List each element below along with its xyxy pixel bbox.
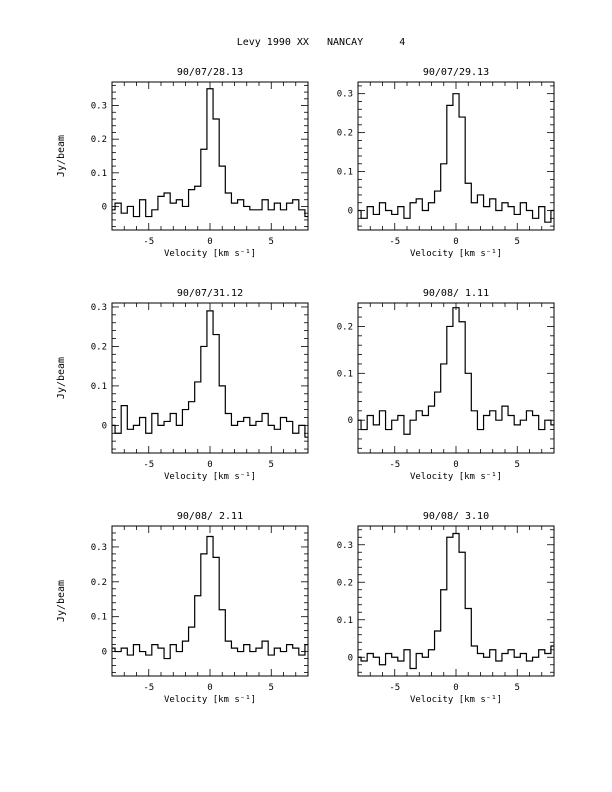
x-tick-label: 5 bbox=[269, 237, 274, 247]
x-axis-label: Velocity [km s⁻¹] bbox=[164, 472, 256, 482]
y-tick-label: 0.3 bbox=[91, 102, 107, 112]
y-tick-label: 0.2 bbox=[337, 322, 353, 332]
spectrum-line bbox=[112, 535, 308, 660]
x-axis-label: Velocity [km s⁻¹] bbox=[410, 249, 502, 259]
y-tick-label: 0.2 bbox=[337, 578, 353, 588]
panel-title: 90/08/ 3.10 bbox=[423, 511, 489, 522]
x-tick-label: 5 bbox=[515, 683, 520, 693]
spectrum-panel-3: -5 0 5 0 0.1 0.2 0.3 90/07/31.12 Velocity [km s⁻… bbox=[56, 288, 309, 482]
x-axis-label: Velocity [km s⁻¹] bbox=[410, 472, 502, 482]
y-tick-label: 0.2 bbox=[91, 342, 107, 352]
x-tick-label: 5 bbox=[269, 460, 274, 470]
spectrum-panel-6: -5 0 5 0 0.1 0.2 0.3 90/08/ 3.10 Velocity [km s⁻… bbox=[337, 511, 555, 705]
y-tick-label: 0.3 bbox=[337, 541, 353, 551]
panel-title: 90/08/ 1.11 bbox=[423, 288, 489, 299]
x-tick-label: -5 bbox=[389, 683, 400, 693]
x-tick-label: 0 bbox=[207, 237, 212, 247]
x-axis-label: Velocity [km s⁻¹] bbox=[164, 695, 256, 705]
x-tick-label: 0 bbox=[207, 460, 212, 470]
x-tick-label: -5 bbox=[389, 237, 400, 247]
panel-title: 90/07/28.13 bbox=[177, 67, 243, 78]
y-tick-label: 0.1 bbox=[337, 616, 353, 626]
y-tick-label: 0 bbox=[102, 648, 107, 658]
x-tick-label: 5 bbox=[515, 460, 520, 470]
spectrum-line bbox=[358, 93, 554, 223]
y-tick-label: 0 bbox=[348, 207, 353, 217]
y-axis-label: Jy/beam bbox=[56, 357, 67, 399]
y-tick-label: 0.2 bbox=[91, 578, 107, 588]
x-tick-label: -5 bbox=[143, 237, 154, 247]
spectrum-line bbox=[112, 88, 308, 218]
x-tick-label: 5 bbox=[515, 237, 520, 247]
panel-title: 90/07/29.13 bbox=[423, 67, 489, 78]
spectrum-panel-4: -5 0 5 0 0.1 0.2 90/08/ 1.11 Velocity [km s⁻¹] bbox=[337, 288, 555, 482]
page-title: Levy 1990 XX NANCAY 4 bbox=[236, 37, 406, 48]
y-tick-label: 0.1 bbox=[337, 369, 353, 379]
x-tick-label: 0 bbox=[207, 683, 212, 693]
x-tick-label: 0 bbox=[453, 237, 458, 247]
spectrum-line bbox=[358, 307, 554, 435]
y-tick-label: 0 bbox=[348, 416, 353, 426]
y-tick-label: 0.3 bbox=[91, 303, 107, 313]
panel-title: 90/08/ 2.11 bbox=[177, 511, 243, 522]
x-tick-label: -5 bbox=[143, 683, 154, 693]
y-tick-label: 0 bbox=[102, 202, 107, 212]
plot-frame bbox=[111, 81, 309, 231]
x-tick-label: -5 bbox=[389, 460, 400, 470]
spectrum-panel-2: -5 0 5 0 0.1 0.2 0.3 90/07/29.13 Velocity [km s⁻… bbox=[337, 67, 555, 259]
x-axis-label: Velocity [km s⁻¹] bbox=[164, 249, 256, 259]
y-tick-label: 0 bbox=[102, 421, 107, 431]
spectrum-panel-1: -5 0 5 0 0.1 0.2 0.3 90/07/28.13 Velocity [km s⁻… bbox=[56, 67, 309, 259]
spectrum-line bbox=[358, 532, 554, 670]
spectrum-panel-5: -5 0 5 0 0.1 0.2 0.3 90/08/ 2.11 Velocity [km s⁻… bbox=[56, 511, 309, 705]
y-axis-label: Jy/beam bbox=[56, 580, 67, 622]
y-tick-label: 0.2 bbox=[91, 135, 107, 145]
plot-frame bbox=[357, 81, 555, 231]
y-tick-label: 0.3 bbox=[337, 90, 353, 100]
plot-frame bbox=[111, 302, 309, 454]
plot-frame bbox=[357, 302, 555, 454]
y-tick-label: 0.1 bbox=[91, 382, 107, 392]
panel-title: 90/07/31.12 bbox=[177, 288, 243, 299]
y-tick-label: 0 bbox=[348, 653, 353, 663]
y-axis-label: Jy/beam bbox=[56, 135, 67, 177]
x-axis-label: Velocity [km s⁻¹] bbox=[410, 695, 502, 705]
y-tick-label: 0.1 bbox=[337, 168, 353, 178]
y-tick-label: 0.1 bbox=[91, 169, 107, 179]
y-tick-label: 0.2 bbox=[337, 129, 353, 139]
y-tick-label: 0.1 bbox=[91, 613, 107, 623]
spectrum-line bbox=[112, 310, 308, 438]
plot-frame bbox=[111, 525, 309, 677]
x-tick-label: 5 bbox=[269, 683, 274, 693]
x-tick-label: -5 bbox=[143, 460, 154, 470]
y-tick-label: 0.3 bbox=[91, 543, 107, 553]
x-tick-label: 0 bbox=[453, 683, 458, 693]
x-tick-label: 0 bbox=[453, 460, 458, 470]
